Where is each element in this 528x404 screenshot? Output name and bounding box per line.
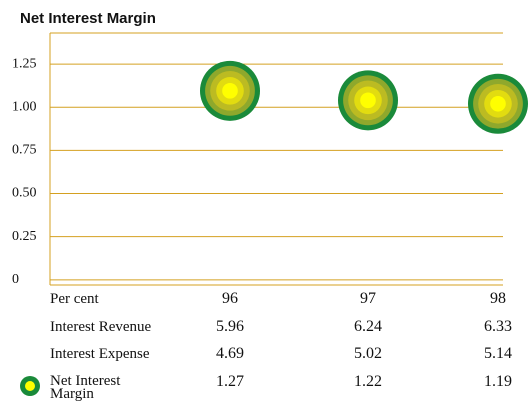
legend-marker [20,376,40,396]
table-value: 6.33 [484,318,512,335]
y-tick-label: 1.25 [12,56,37,71]
legend-label: Net Interest Margin [50,373,121,402]
y-tick-label: 1.00 [12,99,37,114]
table-value: 5.14 [484,345,512,362]
y-tick-label: 0.25 [12,229,37,244]
table-header: Per cent [50,291,99,307]
legend-swatch-inner [25,381,35,391]
table-value: 4.69 [216,345,244,362]
bubble [338,70,398,131]
x-tick-label: 98 [490,290,506,307]
x-tick-label: 96 [222,290,238,307]
table-value: 1.22 [354,373,382,390]
table-value: 6.24 [354,318,382,335]
chart-title: Net Interest Margin [20,10,156,27]
bubble-ring [222,83,238,99]
bubble-ring [490,95,506,112]
bubble-ring [360,92,376,109]
y-tick-label: 0.75 [12,143,37,158]
bubble [468,73,528,134]
y-tick-label: 0.50 [12,186,37,201]
y-tick-label: 0 [12,272,19,287]
row-label: Interest Revenue [50,319,152,335]
row-label: Interest Expense [50,346,150,362]
table-value: 1.19 [484,373,512,390]
table-value: 1.27 [216,373,244,390]
x-tick-label: 97 [360,290,376,307]
table-value: 5.96 [216,318,244,335]
bubble [200,60,260,121]
table-value: 5.02 [354,345,382,362]
